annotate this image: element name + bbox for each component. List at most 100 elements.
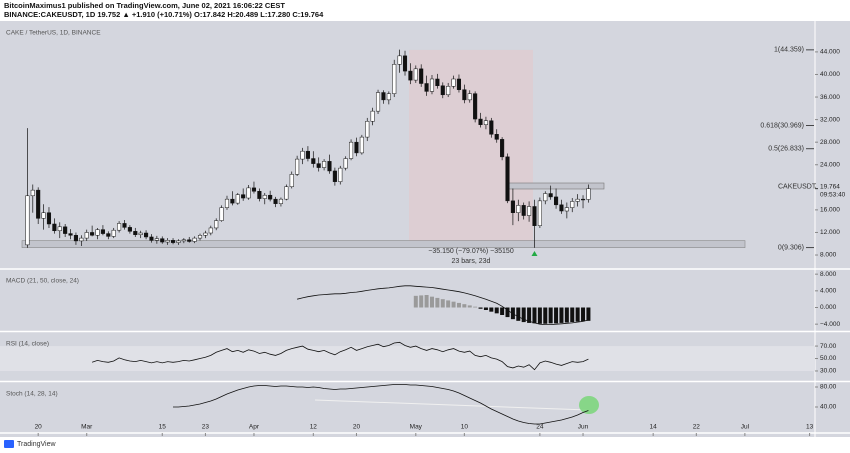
- candle-body: [122, 223, 127, 228]
- candle-body: [111, 229, 116, 237]
- x-tick-label: Jul: [741, 424, 750, 431]
- histogram-bar: [440, 299, 445, 308]
- candle-body: [25, 195, 30, 246]
- fib-label: 0.618(30.969): [760, 122, 804, 129]
- candle-body: [149, 236, 154, 241]
- candle-body: [251, 187, 257, 192]
- footer-logo: [4, 440, 14, 448]
- histogram-bar: [462, 304, 467, 308]
- candle-body: [273, 198, 278, 204]
- pane-title: MACD (21, 50, close, 24): [6, 278, 79, 285]
- candle-body: [278, 198, 283, 204]
- candle-body: [446, 86, 451, 96]
- candle-body: [262, 194, 267, 199]
- candle-body: [235, 194, 240, 204]
- candle-body: [570, 201, 575, 208]
- candle-body: [165, 240, 170, 243]
- pane-title: CAKE / TetherUS, 1D, BINANCE: [6, 30, 101, 37]
- rsi-band: [0, 346, 815, 371]
- candle-body: [386, 93, 391, 101]
- indicator-line: [297, 285, 589, 325]
- histogram-bar: [424, 295, 429, 308]
- y-tick-label: 40.00: [820, 404, 837, 411]
- histogram-bar: [570, 307, 575, 323]
- candle-body: [117, 223, 122, 231]
- footer-brand: TradingView: [17, 441, 56, 448]
- x-tick-label: 23: [202, 424, 210, 431]
- y-tick-label: 12.000: [820, 229, 840, 236]
- candle-body: [435, 78, 440, 87]
- candle-body: [316, 163, 321, 168]
- histogram-bar: [564, 307, 569, 323]
- histogram-bar: [419, 295, 424, 308]
- candle-body: [170, 240, 176, 243]
- candle-body: [63, 226, 68, 234]
- candle-body: [381, 92, 386, 101]
- histogram-bar: [446, 300, 451, 308]
- candle-body: [187, 239, 192, 242]
- candle-body: [127, 227, 132, 232]
- candle-body: [203, 232, 208, 236]
- y-tick-label: 44.000: [820, 49, 840, 56]
- pane-title: Stoch (14, 28, 14): [6, 391, 58, 398]
- candle-body: [176, 240, 181, 243]
- candle-body: [224, 198, 230, 208]
- measure-span: 23 bars, 23d: [452, 258, 491, 265]
- y-tick-label: 4.000: [820, 288, 837, 295]
- candle-body: [397, 55, 402, 65]
- histogram-bar: [467, 305, 472, 308]
- signal-arrow: [531, 251, 538, 256]
- candle-body: [241, 194, 246, 199]
- candle-body: [214, 220, 219, 229]
- x-tick-label: Jun: [578, 424, 589, 431]
- candle-body: [462, 89, 467, 101]
- x-tick-label: 15: [159, 424, 167, 431]
- candle-body: [402, 55, 408, 72]
- x-tick-label: 13: [806, 424, 814, 431]
- x-tick-label: 14: [650, 424, 658, 431]
- histogram-bar: [554, 307, 559, 324]
- last-price-label: 19.764: [820, 183, 840, 190]
- candle-body: [489, 120, 494, 135]
- author-line: BitcoinMaximus1 published on TradingView…: [4, 1, 285, 10]
- candle-body: [510, 200, 515, 213]
- price-label-box: [816, 177, 850, 198]
- y-tick-label: 24.000: [820, 161, 840, 168]
- y-tick-label: 8.000: [820, 271, 837, 278]
- candle-body: [516, 205, 521, 213]
- histogram-bar: [575, 307, 580, 322]
- x-tick-label: May: [410, 424, 423, 431]
- candle-body: [456, 78, 462, 90]
- candle-body: [327, 161, 332, 172]
- candle-body: [586, 188, 591, 200]
- histogram-bar: [527, 307, 532, 323]
- candle-body: [494, 134, 499, 140]
- candle-body: [57, 226, 62, 232]
- candle-body: [537, 200, 542, 226]
- pane-title: RSI (14, close): [6, 341, 49, 348]
- histogram-bar: [586, 307, 591, 321]
- histogram-bar: [500, 307, 505, 315]
- candle-body: [467, 93, 472, 101]
- candle-body: [284, 186, 289, 200]
- candle-body: [338, 167, 343, 182]
- candle-body: [440, 85, 445, 96]
- candle-body: [300, 150, 305, 160]
- candle-body: [257, 191, 262, 199]
- candle-body: [268, 194, 273, 200]
- x-tick-label: 10: [461, 424, 469, 431]
- candle-body: [246, 187, 251, 199]
- candle-body: [144, 232, 149, 238]
- candle-body: [289, 174, 294, 188]
- candle-body: [483, 120, 488, 125]
- candle-body: [311, 158, 316, 164]
- candle-body: [424, 83, 429, 92]
- candle-body: [548, 193, 553, 198]
- histogram-bar: [456, 302, 461, 308]
- y-tick-label: 70.00: [820, 343, 837, 350]
- y-tick-label: 16.000: [820, 207, 840, 214]
- candle-body: [370, 110, 375, 122]
- candle-body: [473, 93, 478, 120]
- histogram-bar: [451, 301, 456, 308]
